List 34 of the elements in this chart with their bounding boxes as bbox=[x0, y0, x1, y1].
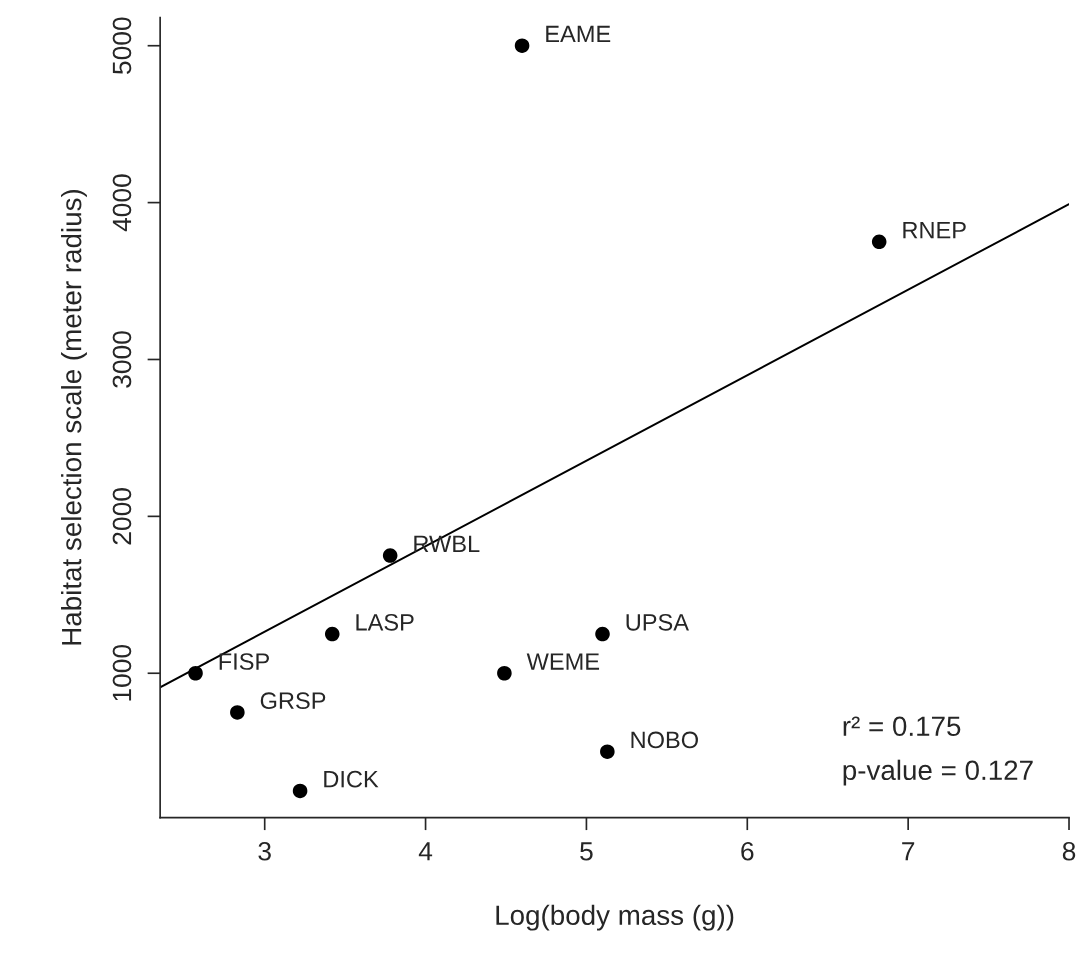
annotation: p-value = 0.127 bbox=[843, 759, 1033, 786]
x-axis-title: Log(body mass (g)) bbox=[496, 904, 734, 931]
point bbox=[188, 665, 203, 681]
point bbox=[595, 626, 610, 642]
x-tick-label: 8 bbox=[1062, 841, 1076, 861]
point bbox=[324, 626, 340, 642]
annotation: DICK bbox=[324, 770, 379, 788]
annotation: r² = 0.175 bbox=[843, 716, 961, 737]
point bbox=[292, 783, 308, 799]
y-axis-title: Habitat selection scale (meter radius) bbox=[61, 189, 87, 645]
point bbox=[600, 744, 615, 759]
x-tick-label: 7 bbox=[902, 842, 915, 861]
annotation: UPSA bbox=[626, 613, 689, 631]
x-tick-label: 6 bbox=[741, 841, 754, 861]
y-tick-label: 1000 bbox=[112, 644, 132, 701]
y-tick-label: 2000 bbox=[112, 488, 132, 545]
point bbox=[514, 38, 530, 53]
annotation: EAME bbox=[546, 25, 611, 43]
point bbox=[230, 705, 245, 720]
y-tick-label: 4000 bbox=[112, 174, 132, 232]
annotation: NOBO bbox=[631, 731, 698, 749]
point bbox=[382, 548, 398, 563]
annotation: FISP bbox=[219, 653, 269, 670]
y-tick-label: 5000 bbox=[112, 17, 132, 75]
x-tick-label: 5 bbox=[580, 842, 593, 861]
y-tick-label: 3000 bbox=[112, 331, 132, 388]
annotation: LASP bbox=[356, 613, 414, 631]
annotation: RNEP bbox=[903, 221, 966, 239]
x-tick-label: 4 bbox=[418, 842, 433, 861]
point bbox=[871, 234, 887, 250]
point bbox=[497, 665, 512, 681]
x-tick-label: 3 bbox=[258, 841, 271, 861]
annotation: GRSP bbox=[260, 692, 326, 710]
annotation: WEME bbox=[526, 653, 600, 670]
